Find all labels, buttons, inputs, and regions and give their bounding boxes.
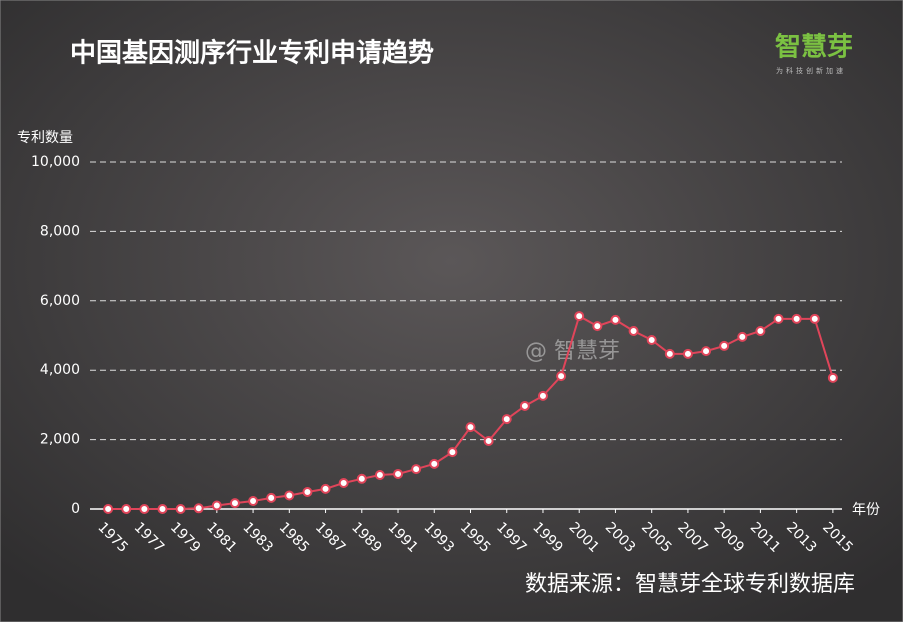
data-point xyxy=(211,500,222,511)
data-point xyxy=(229,498,240,509)
data-point xyxy=(592,321,603,332)
data-point xyxy=(701,346,712,357)
source-note: 数据来源：智慧芽全球专利数据库 xyxy=(525,572,855,597)
data-point xyxy=(139,504,150,514)
data-point xyxy=(393,468,404,479)
data-point xyxy=(103,504,114,514)
data-point xyxy=(827,372,838,383)
data-point xyxy=(719,340,730,351)
data-point xyxy=(556,371,567,382)
data-point xyxy=(266,492,277,503)
data-point xyxy=(483,435,494,446)
data-point xyxy=(374,469,385,480)
data-point xyxy=(791,313,802,324)
y-tick-label: 6,000 xyxy=(40,293,80,309)
data-point xyxy=(664,348,675,359)
data-point xyxy=(465,422,476,433)
data-point xyxy=(646,335,657,346)
y-tick-label: 10,000 xyxy=(31,154,80,170)
data-point xyxy=(429,458,440,469)
data-point xyxy=(157,504,168,514)
data-point xyxy=(121,504,132,514)
x-axis-label: 年份 xyxy=(852,502,880,518)
y-tick-label: 0 xyxy=(71,501,80,517)
logo-tagline: 为科技创新加速 xyxy=(776,66,846,75)
data-point xyxy=(248,496,259,507)
data-point xyxy=(284,490,295,501)
data-point xyxy=(320,483,331,494)
data-point xyxy=(755,325,766,336)
y-tick-label: 2,000 xyxy=(40,432,80,448)
data-point xyxy=(193,503,204,514)
y-tick-label: 4,000 xyxy=(40,362,80,378)
watermark: @ 智慧芽 xyxy=(525,339,620,364)
data-point xyxy=(773,313,784,324)
chart-title: 中国基因测序行业专利申请趋势 xyxy=(70,38,434,69)
data-point xyxy=(302,486,313,497)
data-point xyxy=(809,313,820,324)
y-tick-label: 8,000 xyxy=(40,223,80,239)
y-axis-label: 专利数量 xyxy=(17,130,73,146)
logo: 智慧芽 xyxy=(775,33,853,63)
data-point xyxy=(537,390,548,401)
data-point xyxy=(175,504,186,514)
data-point xyxy=(447,447,458,458)
data-point xyxy=(356,473,367,484)
data-point xyxy=(338,477,349,488)
data-point xyxy=(682,348,693,359)
data-point xyxy=(501,414,512,425)
data-point xyxy=(610,314,621,325)
data-point xyxy=(628,325,639,336)
data-point xyxy=(519,400,530,411)
data-point xyxy=(574,311,585,322)
data-point xyxy=(411,464,422,475)
data-point xyxy=(737,331,748,342)
